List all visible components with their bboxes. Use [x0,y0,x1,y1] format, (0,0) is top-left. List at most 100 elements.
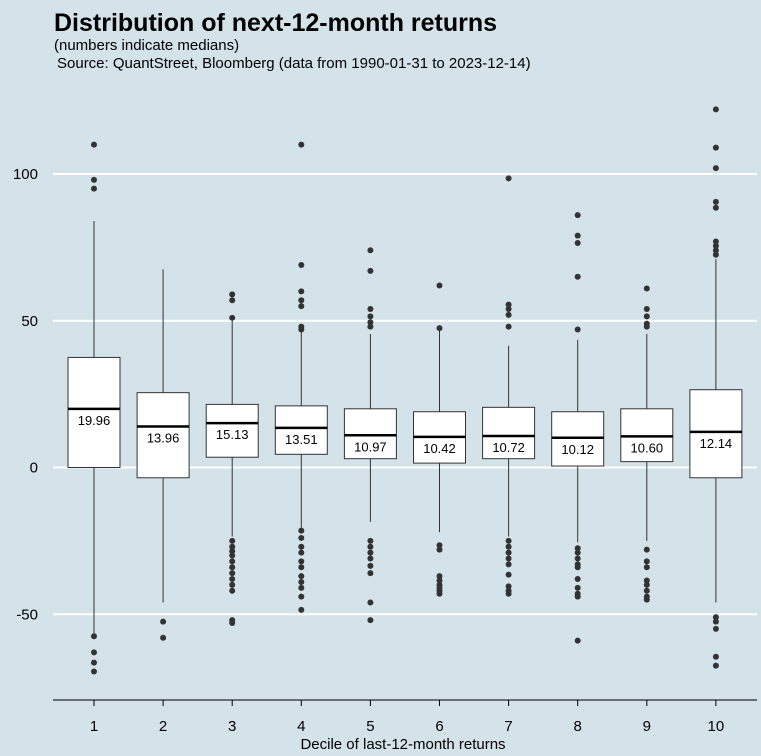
outlier-point [91,633,97,640]
outlier-point [712,238,719,245]
outlier-point [643,323,650,330]
x-tick-label: 6 [435,718,443,735]
outlier-point [505,549,512,556]
outlier-point [505,590,512,597]
outlier-point [643,596,650,603]
outlier-point [298,141,305,148]
outlier-point [298,303,305,310]
outlier-point [505,175,512,182]
x-axis: 1 2 3 4 5 6 7 8 9 10 [90,700,724,735]
outlier-point [436,590,443,597]
outlier-point [574,232,581,239]
median-label: 10.97 [354,439,387,454]
outlier-point [367,306,374,313]
iqr-box [343,408,397,460]
x-tick-label: 7 [504,718,512,735]
outlier-point [229,620,236,627]
x-tick-label: 9 [643,718,651,735]
outlier-point [367,562,374,569]
box-decile-6: 10.42 [413,282,466,597]
outlier-point [367,617,374,624]
outlier-point [160,634,167,641]
outlier-point [643,546,650,553]
outlier-point [229,564,236,571]
outlier-point [505,561,512,568]
outlier-point [712,653,719,660]
box-decile-4: 13.51 [274,141,328,613]
box-decile-10: 12.14 [689,106,743,669]
iqr-box [689,389,743,479]
outlier-point [712,242,719,249]
iqr-box [482,406,536,460]
box-decile-9: 10.60 [620,285,674,603]
y-tick-label: 0 [30,460,38,477]
outlier-point [436,282,443,289]
outlier-point [574,212,581,219]
outlier-point [298,527,305,534]
outlier-point [298,261,305,268]
outlier-point [229,570,236,577]
chart-title: Distribution of next-12-month returns [54,9,498,37]
outlier-point [298,606,305,613]
outlier-point [91,185,97,192]
outlier-point [229,291,236,298]
outlier-point [229,587,236,594]
chart-subtitle: (numbers indicate medians) [54,37,240,54]
outlier-point [229,548,236,555]
outlier-point [574,273,581,280]
outlier-point [367,267,374,274]
outlier-point [574,593,581,600]
outlier-point [712,144,719,151]
outlier-point [436,573,443,580]
outlier-point [367,570,374,577]
outlier-point [712,614,719,621]
outlier-point [436,546,443,553]
x-axis-label: Decile of last-12-month returns [300,736,505,753]
median-label: 12.14 [700,436,733,451]
outlier-point [643,564,650,571]
x-tick-label: 3 [228,718,236,735]
outlier-point [367,247,374,254]
outlier-point [712,625,719,632]
outlier-point [298,297,305,304]
outlier-point [91,141,97,148]
outlier-point [505,306,512,313]
outlier-point [505,571,512,578]
outlier-point [505,583,512,590]
x-tick-label: 1 [90,718,98,735]
box-decile-1: 19.96 [67,141,121,675]
box-decile-8: 10.12 [551,212,605,644]
outlier-point [574,549,581,556]
outlier-point [367,543,374,550]
median-label: 13.96 [147,431,180,446]
y-tick-label: -50 [16,606,38,623]
outlier-point [712,165,719,172]
outlier-point [298,326,305,333]
outlier-point [298,534,305,541]
outlier-point [367,319,374,326]
outlier-point [574,564,581,571]
outlier-point [505,543,512,550]
outlier-point [229,558,236,565]
outlier-point [643,313,650,320]
median-label: 13.51 [285,432,318,447]
outlier-point [712,198,719,205]
outlier-point [367,537,374,544]
outlier-point [643,581,650,588]
median-label: 10.42 [423,441,456,456]
outlier-point [505,323,512,330]
outlier-point [91,649,97,656]
outlier-point [574,576,581,583]
outlier-point [505,311,512,318]
outlier-point [298,558,305,565]
outlier-point [229,552,236,559]
median-label: 10.12 [561,442,594,457]
outlier-point [574,239,581,246]
outlier-point [643,285,650,292]
outlier-point [712,204,719,211]
outlier-point [436,577,443,584]
outlier-point [367,313,374,320]
y-tick-label: 50 [21,313,38,330]
iqr-box [67,356,121,468]
outlier-point [229,297,236,304]
